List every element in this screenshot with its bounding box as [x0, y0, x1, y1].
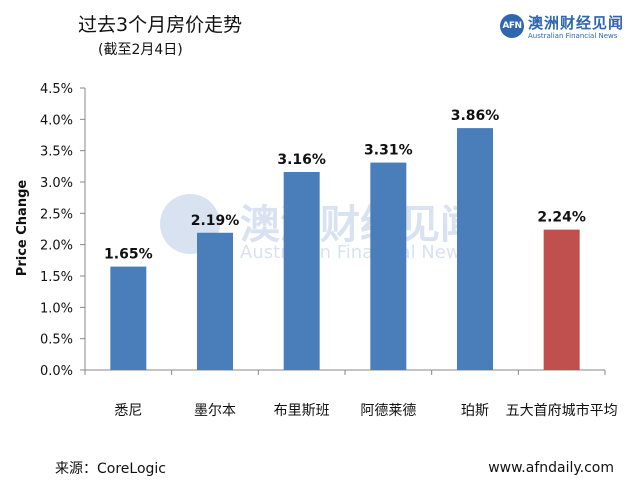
x-tick-label: 悉尼 — [114, 403, 142, 419]
logo-english-name: Australian Financial News — [528, 32, 618, 40]
y-tick-label: 1.0% — [40, 301, 73, 316]
bar — [110, 266, 147, 370]
bar — [283, 171, 320, 370]
x-tick-label: 阿德莱德 — [360, 403, 416, 419]
y-tick-label: 2.0% — [40, 239, 73, 254]
y-tick-label: 4.5% — [40, 82, 73, 97]
y-axis-label: Price Change — [15, 180, 30, 277]
bar-value-label: 3.31% — [364, 143, 413, 159]
afn-logo-icon: AFN — [500, 14, 524, 38]
x-tick-label: 珀斯 — [461, 403, 489, 419]
y-tick-label: 4.0% — [40, 113, 73, 128]
afn-logo: AFN 澳洲财经见闻 Australian Financial News — [500, 12, 625, 48]
bar-value-label: 2.24% — [537, 210, 586, 226]
y-tick-label: 1.5% — [40, 270, 73, 285]
chart-title: 过去3个月房价走势 — [78, 14, 243, 36]
x-tick-label: 墨尔本 — [194, 403, 236, 419]
y-tick-label: 3.0% — [40, 176, 73, 191]
bar — [197, 232, 233, 370]
watermark-cn: 澳洲财经见闻 — [240, 202, 480, 248]
bar-value-label: 3.16% — [277, 152, 326, 168]
logo-chinese-name: 澳洲财经见闻 — [528, 14, 625, 32]
bar-value-label: 3.86% — [451, 108, 500, 124]
bar — [457, 128, 493, 370]
y-tick-label: 0.5% — [40, 333, 73, 348]
y-tick-label: 3.5% — [40, 145, 73, 160]
bar-value-label: 1.65% — [104, 247, 153, 263]
bar-value-label: 2.19% — [191, 213, 240, 229]
source-note: 来源：CoreLogic — [55, 461, 166, 477]
watermark-en: Australian Financial News — [240, 242, 470, 263]
chart-subtitle: (截至2月4日) — [98, 42, 183, 58]
y-tick-label: 2.5% — [40, 207, 73, 222]
y-tick-label: 0.0% — [40, 364, 73, 379]
x-tick-label: 五大首府城市平均 — [506, 402, 618, 419]
bar — [543, 229, 580, 370]
x-tick-label: 布里斯班 — [274, 403, 330, 419]
bar — [370, 162, 407, 370]
website-url: www.afndaily.com — [488, 460, 614, 476]
